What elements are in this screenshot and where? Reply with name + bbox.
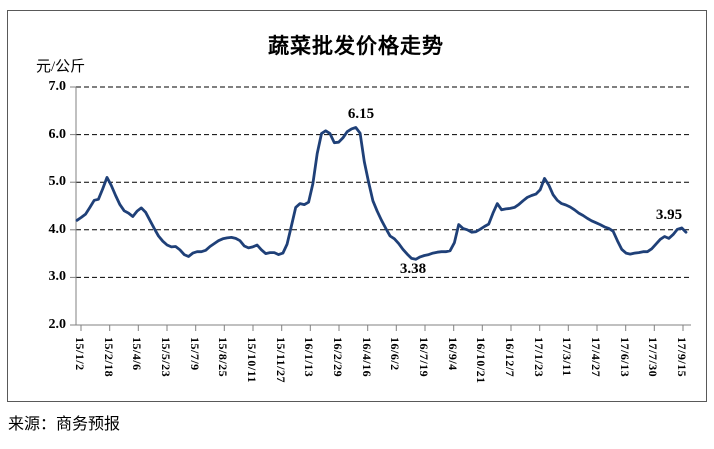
source-caption: 来源：商务预报 — [8, 416, 121, 433]
annotation-trough-value: 3.38 — [399, 261, 427, 277]
chart-title: 蔬菜批发价格走势 — [268, 35, 444, 58]
y-tick-label-3.0: 3.0 — [48, 269, 67, 284]
x-tick-label-16/10/21: 16/10/21 — [474, 337, 488, 384]
x-tick-label-16/7/19: 16/7/19 — [417, 337, 431, 378]
x-tick-label-17/7/30: 17/7/30 — [646, 337, 660, 378]
x-tick-label-17/3/11: 17/3/11 — [560, 337, 574, 377]
x-tick-label-16/4/16: 16/4/16 — [360, 337, 374, 378]
y-tick-label-5.0: 5.0 — [48, 174, 67, 189]
x-tick-label-17/4/27: 17/4/27 — [589, 337, 603, 378]
x-tick-label-16/2/29: 16/2/29 — [331, 337, 345, 378]
y-tick-label-7.0: 7.0 — [48, 79, 67, 94]
price-series-line — [75, 126, 688, 261]
x-tick-label-16/12/7: 16/12/7 — [503, 337, 517, 378]
x-tick-label-15/8/25: 15/8/25 — [216, 337, 230, 378]
x-tick-label-15/1/2: 15/1/2 — [73, 337, 87, 371]
y-tick-label-6.0: 6.0 — [48, 127, 67, 142]
x-tick-label-17/9/15: 17/9/15 — [675, 337, 689, 378]
x-tick-label-16/1/13: 16/1/13 — [302, 337, 316, 378]
annotation-peak-value: 6.15 — [347, 106, 375, 122]
x-tick-label-15/5/23: 15/5/23 — [159, 337, 173, 378]
y-tick-label-4.0: 4.0 — [48, 222, 67, 237]
x-tick-label-15/2/18: 15/2/18 — [102, 337, 116, 378]
annotation-latest-value: 3.95 — [655, 207, 683, 223]
x-tick-label-15/4/6: 15/4/6 — [130, 337, 144, 371]
x-tick-label-15/7/9: 15/7/9 — [188, 337, 202, 371]
y-tick-label-2.0: 2.0 — [48, 317, 67, 332]
x-tick-label-17/1/23: 17/1/23 — [532, 337, 546, 378]
x-tick-label-15/11/27: 15/11/27 — [274, 337, 288, 384]
x-tick-label-15/10/11: 15/10/11 — [245, 337, 259, 384]
x-tick-label-16/9/4: 16/9/4 — [446, 337, 460, 371]
x-tick-label-16/6/2: 16/6/2 — [388, 337, 402, 371]
chart-border-frame — [7, 10, 707, 402]
y-axis-unit-label: 元/公斤 — [36, 59, 86, 75]
x-tick-label-17/6/13: 17/6/13 — [618, 337, 632, 378]
